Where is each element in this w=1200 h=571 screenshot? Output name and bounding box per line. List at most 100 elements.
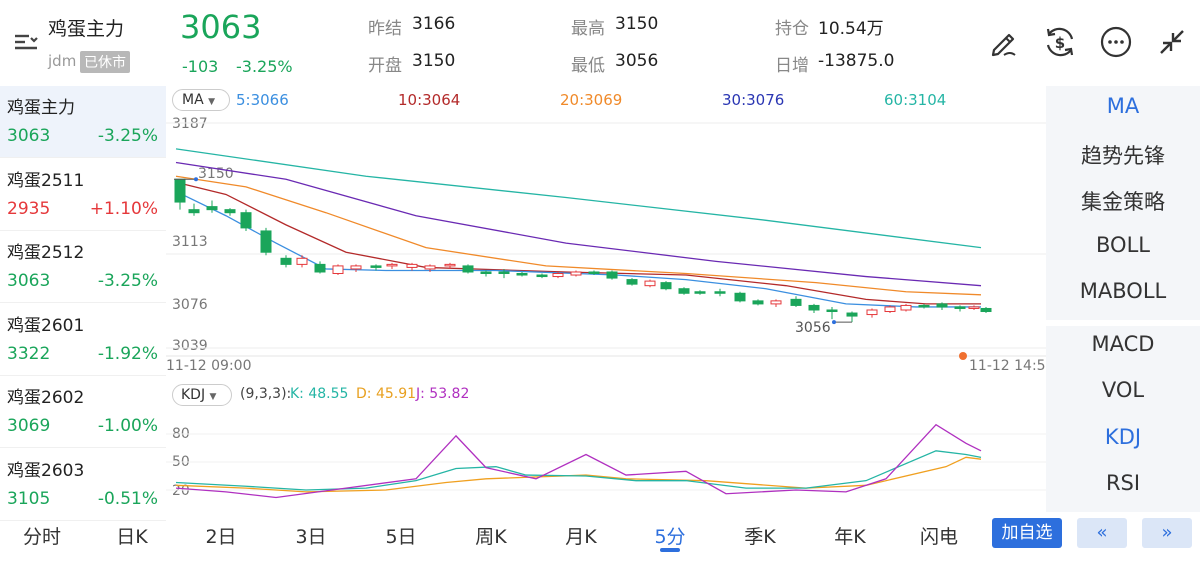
contract-list-item[interactable]: 鸡蛋2603 3105 -0.51% xyxy=(0,449,166,521)
candle-body xyxy=(314,263,326,273)
contract-list-item[interactable]: 鸡蛋2601 3322 -1.92% xyxy=(0,304,166,376)
candle-body xyxy=(516,273,528,276)
ma10-line xyxy=(175,181,981,305)
oi-change-label: 日增 xyxy=(775,56,809,76)
candle-body xyxy=(350,265,362,270)
next-page-button[interactable]: » xyxy=(1142,518,1192,548)
candle-body xyxy=(884,306,896,313)
contract-list-item[interactable]: 鸡蛋2602 3069 -1.00% xyxy=(0,376,166,448)
candle-body xyxy=(240,212,252,229)
indicator-option[interactable]: 集金策略 xyxy=(1081,190,1165,214)
candle-body xyxy=(808,304,820,311)
draw-pen-icon[interactable] xyxy=(984,22,1024,62)
contract-price: 3105 xyxy=(7,488,51,509)
indicator-option[interactable]: 趋势先锋 xyxy=(1081,144,1165,168)
kdj-k-value: K: 48.55 xyxy=(290,386,349,402)
period-tab[interactable]: 周K xyxy=(475,526,507,548)
exchange-code: jdm xyxy=(48,52,77,70)
double-chevron-right-icon: » xyxy=(1161,522,1173,543)
contract-list-item[interactable]: 鸡蛋2511 2935 +1.10% xyxy=(0,159,166,231)
contract-list: 鸡蛋主力 3063 -3.25% 鸡蛋2511 2935 +1.10% 鸡蛋2512 3063… xyxy=(0,86,166,521)
candle-body xyxy=(644,280,656,287)
period-tab[interactable]: 2日 xyxy=(205,526,237,548)
open-interest-label: 持仓 xyxy=(775,19,809,39)
last-price: 3063 xyxy=(180,8,262,46)
period-tab[interactable]: 闪电 xyxy=(919,526,958,548)
kdj-indicator-selector[interactable]: KDJ ▼ xyxy=(172,384,232,406)
sub-indicator-option[interactable]: MACD xyxy=(1091,332,1155,356)
oi-change-value: -13875.0 xyxy=(818,51,895,71)
double-chevron-left-icon: « xyxy=(1096,522,1108,543)
contract-change: -0.51% xyxy=(97,488,158,509)
collapse-icon[interactable] xyxy=(1152,22,1192,62)
header: 鸡蛋主力 jdm 已休市 3063 -103 -3.25% 昨结 3166 开盘… xyxy=(0,0,1200,86)
sub-indicator-option[interactable]: VOL xyxy=(1101,378,1145,402)
ma20-line xyxy=(175,175,982,296)
period-tab[interactable]: 5分 xyxy=(654,526,686,548)
kdj-d-value: D: 45.91 xyxy=(356,386,417,402)
prev-page-button[interactable]: « xyxy=(1077,518,1127,548)
contract-list-item[interactable]: 鸡蛋2512 3063 -3.25% xyxy=(0,231,166,303)
candle-body xyxy=(480,271,492,275)
open-label: 开盘 xyxy=(368,56,402,76)
indicator-option[interactable]: MA xyxy=(1106,94,1140,118)
period-tab[interactable]: 5日 xyxy=(385,526,417,548)
ma-indicator-selector[interactable]: MA ▼ xyxy=(172,89,230,111)
period-tab[interactable]: 日K xyxy=(116,526,148,548)
status-badge: 已休市 xyxy=(80,51,130,73)
candle-body xyxy=(296,257,308,265)
ma20-value: 20:3069 xyxy=(560,91,623,109)
candle-body xyxy=(462,265,474,273)
candle-body xyxy=(386,263,398,267)
menu-icon[interactable] xyxy=(12,30,40,54)
kline-chart[interactable] xyxy=(166,86,1046,378)
svg-text:$: $ xyxy=(1055,34,1065,52)
price-change-pct: -3.25% xyxy=(236,57,293,76)
kdj-j-line xyxy=(175,423,982,499)
contract-price: 2935 xyxy=(7,198,51,219)
contract-name: 鸡蛋2511 xyxy=(7,170,85,191)
contract-change: -3.25% xyxy=(97,271,158,291)
period-tab[interactable]: 季K xyxy=(744,526,776,548)
ma-indicator-label: MA xyxy=(182,92,204,108)
candle-body xyxy=(694,291,706,294)
candle-body xyxy=(424,265,436,270)
candle-body xyxy=(954,306,966,309)
period-tab[interactable]: 月K xyxy=(565,526,597,548)
indicator-option[interactable]: BOLL xyxy=(1096,233,1150,257)
period-tab[interactable]: 分时 xyxy=(22,526,61,548)
period-tab-bar: 加自选 « » 分时 日K 2日 3日 5日 周K 月K 5分 季K 年K 闪电 xyxy=(0,512,1200,571)
kdj-params: (9,3,3): xyxy=(240,386,292,402)
kdj-chart[interactable] xyxy=(166,410,1046,510)
open-interest-value: 10.54万 xyxy=(818,19,884,39)
low-marker-label: 3056 xyxy=(795,320,831,336)
candle-body xyxy=(206,206,218,211)
indicator-option[interactable]: MABOLL xyxy=(1079,279,1167,303)
contract-name: 鸡蛋主力 xyxy=(7,98,75,118)
instrument-title: 鸡蛋主力 xyxy=(48,18,125,40)
add-watchlist-button[interactable]: 加自选 xyxy=(992,518,1062,548)
period-tab[interactable]: 年K xyxy=(834,526,866,548)
candle-body xyxy=(790,298,802,306)
candle-body xyxy=(188,209,200,214)
candle-body xyxy=(570,271,582,276)
contract-list-item[interactable]: 鸡蛋主力 3063 -3.25% xyxy=(0,86,166,158)
candle-body xyxy=(280,257,292,265)
contract-name: 鸡蛋2601 xyxy=(7,315,85,336)
low-marker-dot xyxy=(832,320,836,325)
prev-close-label: 昨结 xyxy=(368,19,402,39)
candle-body xyxy=(678,288,690,294)
y-tick: 3187 xyxy=(172,116,208,132)
candle-body xyxy=(660,282,672,290)
period-tab[interactable]: 3日 xyxy=(295,526,327,548)
sub-indicator-option[interactable]: KDJ xyxy=(1104,425,1142,449)
open-value: 3150 xyxy=(412,51,456,71)
more-icon[interactable] xyxy=(1096,22,1136,62)
active-tab-indicator xyxy=(660,548,680,552)
kdj-k-line xyxy=(175,450,982,491)
ma5-line xyxy=(175,190,981,308)
high-marker-dot xyxy=(194,177,198,182)
currency-exchange-icon[interactable]: $ xyxy=(1040,22,1080,62)
candle-body xyxy=(498,271,510,275)
sub-indicator-option[interactable]: RSI xyxy=(1105,471,1141,495)
